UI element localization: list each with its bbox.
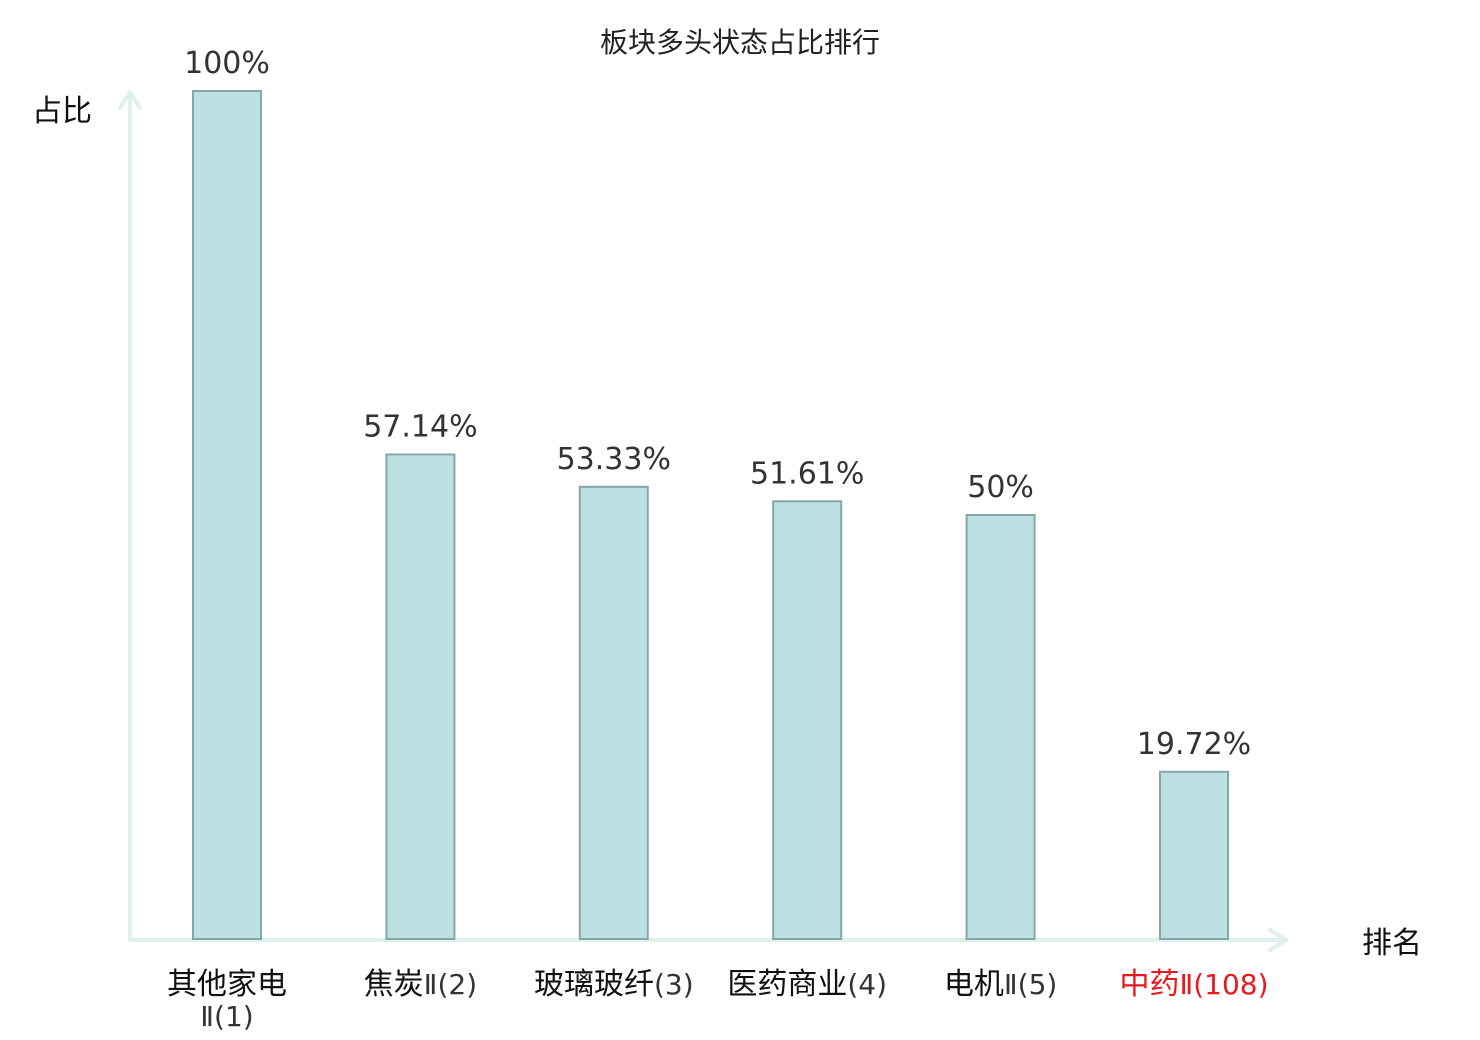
value-labels-group: 100% 57.14% 53.33% 51.61% 50% 19.72%: [184, 46, 1251, 762]
category-name-1: 其他家电: [167, 967, 287, 1002]
x-axis-arrow: [1268, 928, 1288, 952]
category-name-2: 焦炭: [364, 967, 424, 1002]
category-label-3: 玻璃玻纤(3): [534, 967, 694, 1002]
category-label-6: 中药Ⅱ(108): [1119, 967, 1268, 1002]
value-label-5: 50%: [967, 470, 1034, 505]
y-axis-label: 占比: [32, 94, 92, 129]
bar-4: [772, 500, 843, 940]
category-rank-3: (3): [654, 968, 694, 1001]
value-label-4: 51.61%: [750, 456, 864, 491]
y-axis-arrow: [118, 90, 142, 110]
category-label-5: 电机Ⅱ(5): [944, 967, 1057, 1002]
category-name-4: 医药商业: [727, 967, 847, 1002]
bar-1: [192, 90, 262, 940]
chart-title: 板块多头状态占比排行: [600, 26, 880, 59]
bar-6: [1159, 770, 1229, 940]
category-rank-4: (4): [847, 968, 887, 1001]
category-labels-group: 其他家电 Ⅱ(1) 焦炭Ⅱ(2) 玻璃玻纤(3) 医药商业(4) 电机Ⅱ(5) 中药Ⅱ(10…: [167, 967, 1269, 1033]
category-rank-5: Ⅱ(5): [1004, 968, 1057, 1001]
value-label-3: 53.33%: [557, 442, 671, 477]
bar-3: [578, 485, 649, 940]
category-name-3: 玻璃玻纤: [534, 967, 654, 1002]
category-rank-2: Ⅱ(2): [424, 968, 477, 1001]
x-axis-label: 排名: [1362, 926, 1422, 961]
value-label-6: 19.72%: [1137, 727, 1251, 762]
value-label-2: 57.14%: [363, 410, 477, 445]
category-name-6: 中药: [1119, 967, 1179, 1002]
value-label-1: 100%: [184, 46, 270, 81]
category-label-1: 其他家电 Ⅱ(1): [167, 967, 287, 1033]
category-label-4: 医药商业(4): [727, 967, 887, 1002]
category-name-5: 电机: [944, 967, 1004, 1002]
bars-group: [192, 90, 1229, 940]
bar-5: [965, 514, 1036, 940]
category-rank-6: Ⅱ(108): [1179, 968, 1268, 1001]
category-label-2: 焦炭Ⅱ(2): [364, 967, 477, 1002]
category-rank-1: Ⅱ(1): [200, 1000, 253, 1033]
bar-2: [385, 453, 456, 940]
